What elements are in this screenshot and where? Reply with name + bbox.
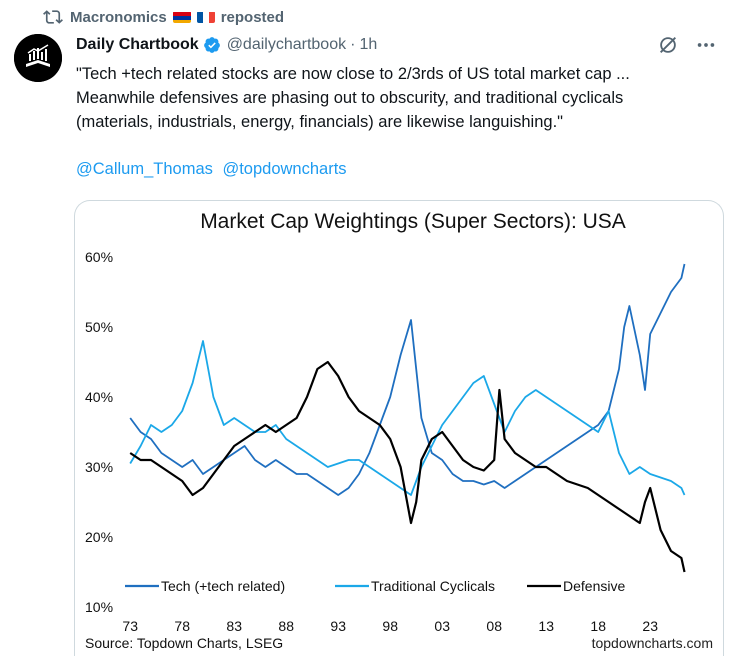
series-line-defensive xyxy=(129,360,686,573)
legend-label: Tech (+tech related) xyxy=(161,578,285,594)
post-text-line: "Tech +tech related stocks are now close… xyxy=(76,65,630,83)
x-tick-label: 98 xyxy=(382,618,398,634)
author-handle[interactable]: @dailychartbook xyxy=(226,36,347,53)
verified-badge-icon xyxy=(203,37,220,53)
grok-icon[interactable] xyxy=(657,34,679,56)
mention-link[interactable]: @Callum_Thomas xyxy=(76,160,213,178)
x-tick-label: 03 xyxy=(434,618,450,634)
y-tick-label: 40% xyxy=(85,389,113,405)
x-tick-label: 83 xyxy=(226,618,242,634)
legend-label: Defensive xyxy=(563,578,625,594)
y-tick-label: 20% xyxy=(85,529,113,545)
line-chart: Market Cap Weightings (Super Sectors): U… xyxy=(85,210,713,651)
x-tick-label: 73 xyxy=(122,618,138,634)
chartbook-logo-icon xyxy=(14,34,62,82)
chart-source: Source: Topdown Charts, LSEG xyxy=(85,635,283,651)
flag-france-icon xyxy=(196,11,215,23)
post-text-line: Meanwhile defensives are phasing out to … xyxy=(76,89,624,107)
post-header: Daily Chartbook @dailychartbook · 1h xyxy=(76,34,717,56)
y-tick-label: 10% xyxy=(85,599,113,615)
repost-user[interactable]: Macronomics xyxy=(70,8,167,26)
chart-title: Market Cap Weightings (Super Sectors): U… xyxy=(200,210,626,233)
x-tick-label: 08 xyxy=(486,618,502,634)
legend-label: Traditional Cyclicals xyxy=(371,578,495,594)
separator-dot: · xyxy=(350,36,356,53)
repost-icon xyxy=(43,10,63,24)
series-line-tech xyxy=(129,263,686,496)
x-tick-label: 13 xyxy=(538,618,554,634)
mention-link[interactable]: @topdowncharts xyxy=(222,160,347,178)
more-icon[interactable] xyxy=(695,34,717,56)
series-line-cyclicals xyxy=(129,340,686,496)
post-text: "Tech +tech related stocks are now close… xyxy=(76,62,726,134)
y-tick-label: 60% xyxy=(85,249,113,265)
flag-armenia-icon xyxy=(172,11,191,23)
x-tick-label: 93 xyxy=(330,618,346,634)
mentions: @Callum_Thomas @topdowncharts xyxy=(76,160,352,179)
chart-image-card[interactable]: Market Cap Weightings (Super Sectors): U… xyxy=(74,200,724,656)
author-name[interactable]: Daily Chartbook xyxy=(76,36,199,53)
x-tick-label: 88 xyxy=(278,618,294,634)
post-text-line: (materials, industrials, energy, financi… xyxy=(76,113,564,131)
x-tick-label: 23 xyxy=(642,618,658,634)
chart-watermark: topdowncharts.com xyxy=(592,635,713,651)
y-tick-label: 50% xyxy=(85,319,113,335)
repost-bar: Macronomics reposted xyxy=(42,6,284,28)
header-actions xyxy=(657,34,717,56)
avatar[interactable] xyxy=(14,34,62,82)
x-tick-label: 18 xyxy=(590,618,606,634)
y-tick-label: 30% xyxy=(85,459,113,475)
repost-label: reposted xyxy=(220,8,285,26)
post-time[interactable]: 1h xyxy=(359,36,378,53)
x-tick-label: 78 xyxy=(174,618,190,634)
